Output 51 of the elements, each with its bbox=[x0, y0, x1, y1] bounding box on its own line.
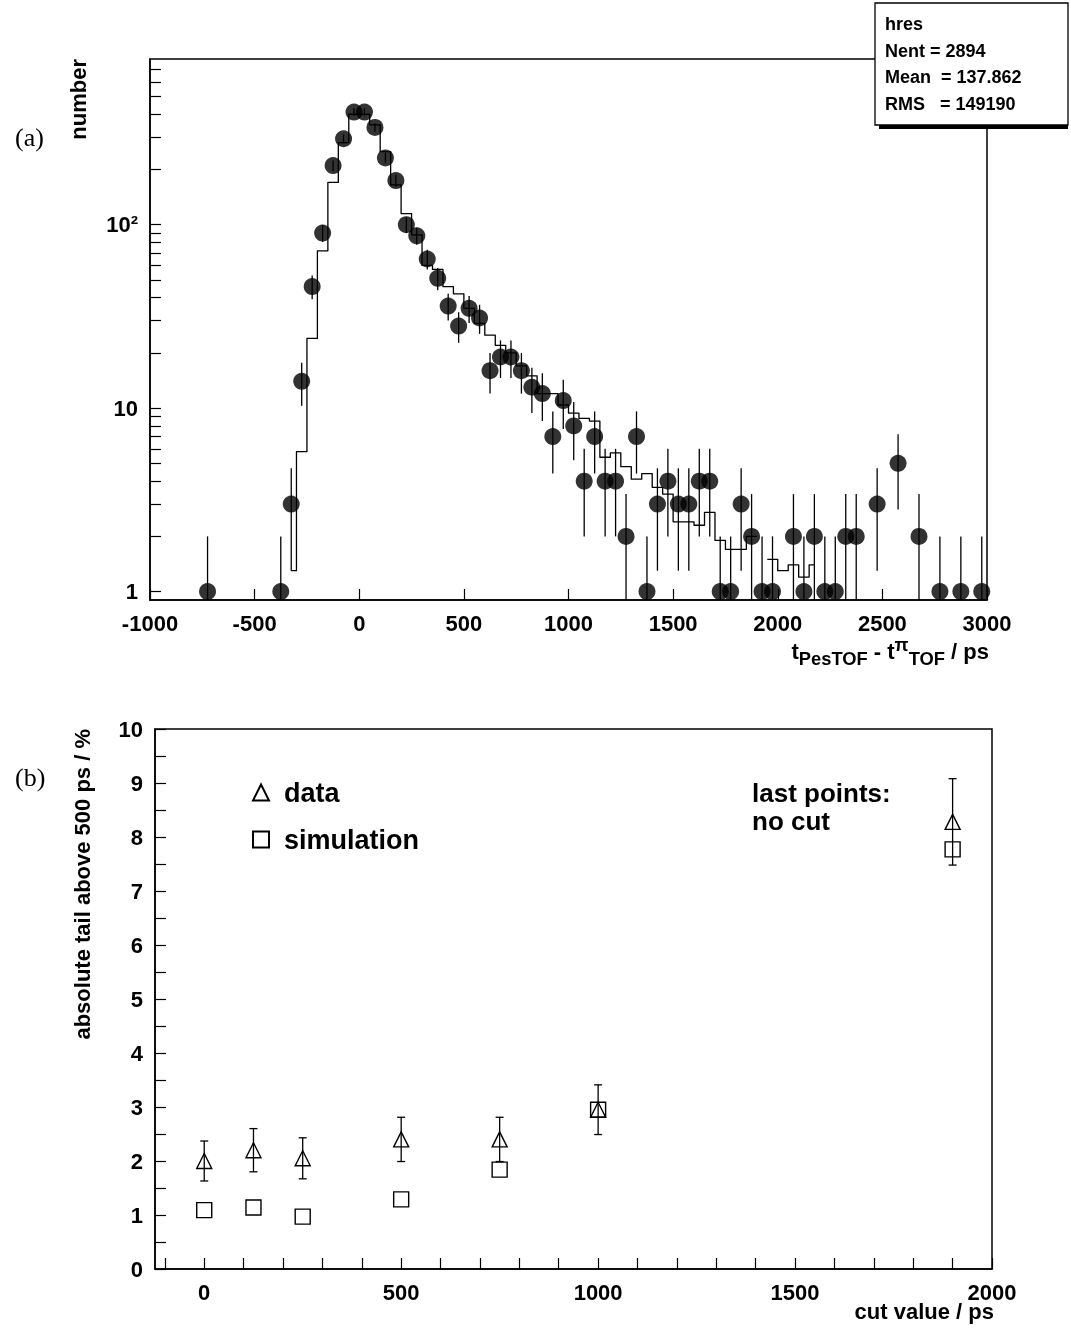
y-tick-label: 10 bbox=[118, 716, 143, 742]
y-tick-label: 6 bbox=[130, 932, 143, 958]
point bbox=[294, 1150, 311, 1167]
y-tick-label: 8 bbox=[130, 824, 143, 850]
point bbox=[392, 1131, 410, 1148]
point bbox=[294, 1208, 311, 1225]
legend-label: simulation bbox=[284, 824, 420, 855]
point bbox=[392, 1191, 410, 1208]
annotation: Nent = 2894 bbox=[885, 40, 986, 61]
point bbox=[196, 1201, 213, 1219]
point bbox=[944, 813, 961, 831]
point bbox=[491, 1161, 508, 1178]
point bbox=[196, 1152, 213, 1170]
x-axis-title: t$_{PesTOF}$ - t$^{π}$$_{TOF}$ / ps bbox=[791, 634, 989, 670]
x-tick-label: 500 bbox=[382, 1279, 420, 1305]
y-tick-label: 2 bbox=[130, 1148, 143, 1174]
x-tick-label: 1000 bbox=[544, 610, 593, 636]
x-tick-label: 3000 bbox=[962, 610, 1012, 636]
y-axis-title: number bbox=[65, 58, 91, 140]
y-tick-label: 1 bbox=[130, 1202, 143, 1228]
x-tick-label: 500 bbox=[445, 610, 483, 636]
x-tick-label: 2000 bbox=[753, 610, 803, 636]
y-axis-title: absolute tail above 500 ps / % bbox=[69, 729, 95, 1040]
point bbox=[491, 1131, 508, 1148]
annotation: last points: no cut bbox=[752, 778, 898, 836]
x-tick-label: -500 bbox=[232, 610, 277, 636]
text: (b) bbox=[15, 762, 46, 792]
text: hres bbox=[885, 14, 924, 35]
y-tick-label: 9 bbox=[130, 770, 143, 796]
y-tick-label: 4 bbox=[130, 1040, 144, 1066]
x-tick-label: -1000 bbox=[121, 610, 179, 636]
point bbox=[944, 841, 961, 858]
y-tick-label: 1 bbox=[125, 579, 138, 605]
legend-label: data bbox=[284, 777, 341, 808]
point bbox=[245, 1199, 262, 1216]
x-tick-label: 0 bbox=[353, 610, 366, 636]
y-tick-label: 5 bbox=[130, 986, 143, 1012]
y-tick-label: 3 bbox=[130, 1094, 143, 1120]
annotation: Mean = 137.862 bbox=[885, 67, 1022, 88]
x-tick-label: 1500 bbox=[648, 610, 698, 636]
y-tick-label: 0 bbox=[130, 1256, 143, 1282]
annotation: RMS = 149190 bbox=[885, 93, 1016, 114]
y-tick-label: 10² bbox=[106, 212, 138, 238]
x-tick-label: 1000 bbox=[573, 1279, 623, 1305]
y-tick-label: 10 bbox=[113, 395, 138, 421]
text: (a) bbox=[15, 122, 44, 152]
x-tick-label: 1500 bbox=[770, 1279, 820, 1305]
x-tick-label: 0 bbox=[198, 1279, 211, 1305]
x-tick-label: 2500 bbox=[857, 610, 907, 636]
y-tick-label: 7 bbox=[130, 878, 143, 904]
point bbox=[245, 1142, 262, 1159]
